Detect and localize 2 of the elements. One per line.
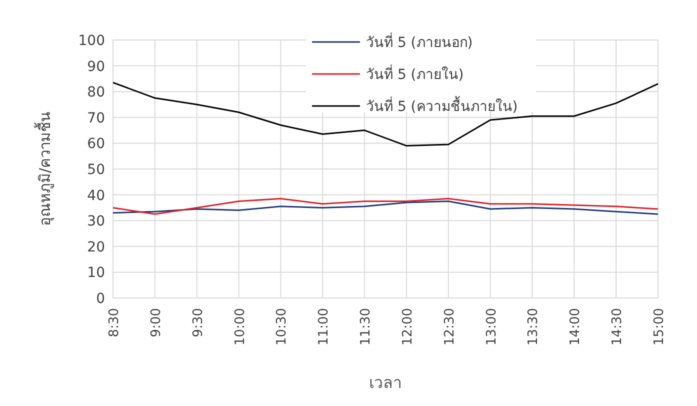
x-axis-title: เวลา	[369, 373, 402, 392]
y-axis-title: อุณหภูมิ/ความชื้น	[34, 112, 55, 226]
